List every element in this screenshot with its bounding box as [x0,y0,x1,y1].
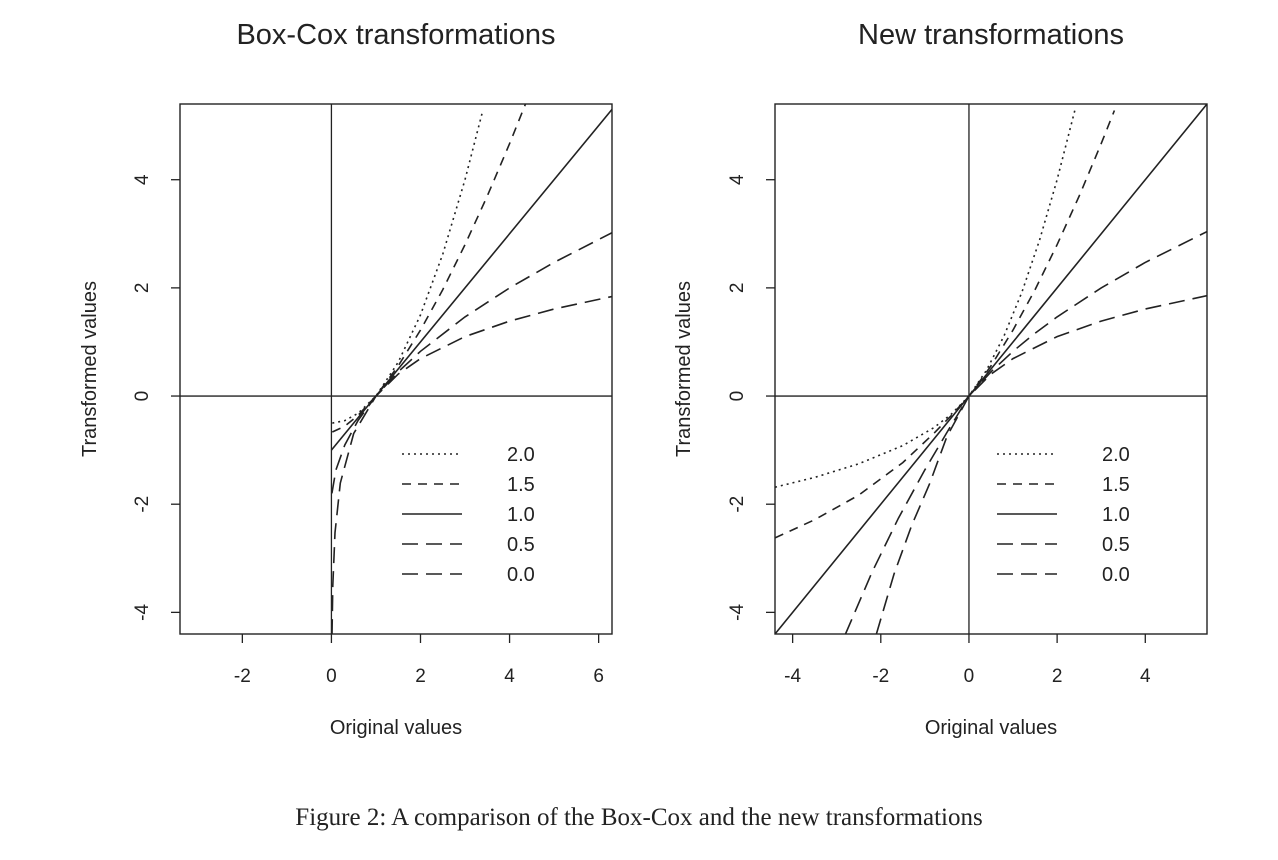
y-tick-label: 0 [727,391,748,402]
x-tick-label: 4 [1140,666,1151,687]
x-tick-label: -4 [784,666,801,687]
y-tick-label: -2 [132,496,153,513]
series-group [330,104,612,634]
legend-label: 0.5 [507,534,535,556]
figure: Box-Cox transformations -2 0 2 4 6 -4 -2 0 2 4 Orig… [79,19,1208,739]
box-cox-panel: Box-Cox transformations -2 0 2 4 6 -4 -2 0 2 4 Orig… [79,19,613,739]
y-tick-label: 4 [727,174,748,185]
legend-label: 1.0 [1102,504,1130,526]
x-tick-label: -2 [872,666,889,687]
y-tick-label: 2 [132,283,153,294]
series-line-2-0 [332,110,484,424]
series-line-0-5 [331,231,612,494]
x-axis-label: Original values [330,717,462,739]
y-tick-label: -4 [727,603,748,620]
legend-label: 2.0 [507,444,535,466]
legend-label: 0.0 [1102,564,1130,586]
series-line-0-0 [875,294,1207,634]
legend-label: 0.5 [1102,534,1130,556]
y-tick-label: -2 [727,496,748,513]
y-tick-label: 2 [727,283,748,294]
figure-caption: Figure 2: A comparison of the Box-Cox an… [295,804,983,831]
x-tick-label: 0 [326,666,337,687]
x-tick-label: 6 [593,666,604,687]
x-tick-label: -2 [234,666,251,687]
x-tick-label: 2 [415,666,426,687]
legend-label: 1.0 [507,504,535,526]
y-tick-label: 4 [132,174,153,185]
x-tick-label: 4 [504,666,515,687]
x-tick-label: 2 [1052,666,1063,687]
plot-frame [179,103,613,635]
x-axis-label: Original values [925,717,1057,739]
series-line-1-5 [331,104,527,433]
chart-title: New transformations [858,19,1124,51]
series-line-1-0 [775,104,1207,634]
chart-title: Box-Cox transformations [236,19,555,51]
new-transformations-panel: New transformations -4 -2 0 2 4 -4 -2 0 2 4 Origina… [673,19,1208,739]
y-axis-label: Transformed values [79,281,101,457]
legend-label: 2.0 [1102,444,1130,466]
legend-label: 1.5 [507,474,535,496]
y-axis-label: Transformed values [673,281,695,457]
legend-label: 1.5 [1102,474,1130,496]
legend-label: 0.0 [507,564,535,586]
y-tick-label: 0 [132,391,153,402]
series-line-0-0 [331,295,612,634]
series-group [775,104,1207,634]
x-tick-label: 0 [964,666,975,687]
series-line-1-5 [775,110,1116,539]
series-line-0-5 [844,230,1207,634]
plot-frame [774,103,1208,635]
y-tick-label: -4 [132,603,153,620]
